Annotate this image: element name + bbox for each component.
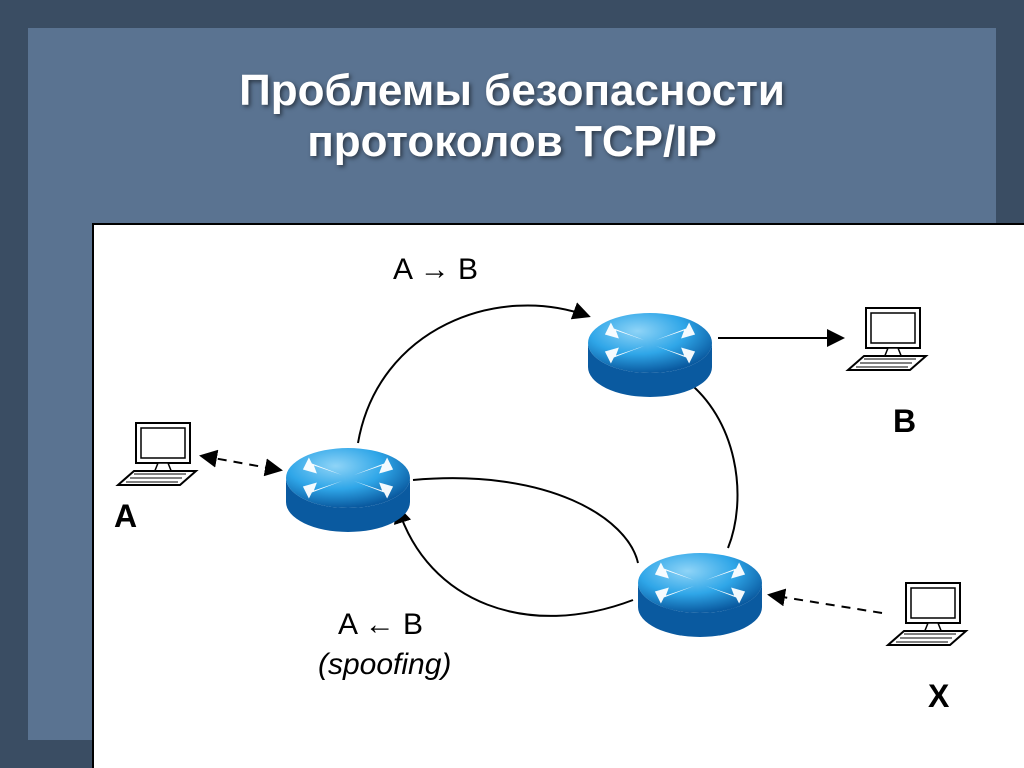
label-flow-ba: A ← B [338, 608, 423, 642]
label-node-b: B [893, 403, 916, 440]
router-icon [638, 553, 762, 637]
router-icon [286, 448, 410, 532]
computer-icon [848, 308, 926, 370]
label-spoofing: (spoofing) [318, 648, 451, 682]
computers-layer [118, 308, 966, 645]
slide: Проблемы безопасности протоколов TCP/IP … [0, 0, 1024, 768]
edge [398, 508, 633, 616]
edge [413, 478, 638, 563]
computer-icon [118, 423, 196, 485]
edge [683, 378, 738, 548]
computer-icon [888, 583, 966, 645]
router-icon [588, 313, 712, 397]
label-node-x: X [928, 678, 949, 715]
edge [202, 456, 280, 470]
label-flow-ab: A → B [393, 253, 478, 287]
label-node-a: A [114, 498, 137, 535]
edge [770, 595, 882, 613]
edge [358, 305, 588, 443]
routers-layer [286, 313, 762, 637]
diagram-svg [28, 28, 1024, 768]
